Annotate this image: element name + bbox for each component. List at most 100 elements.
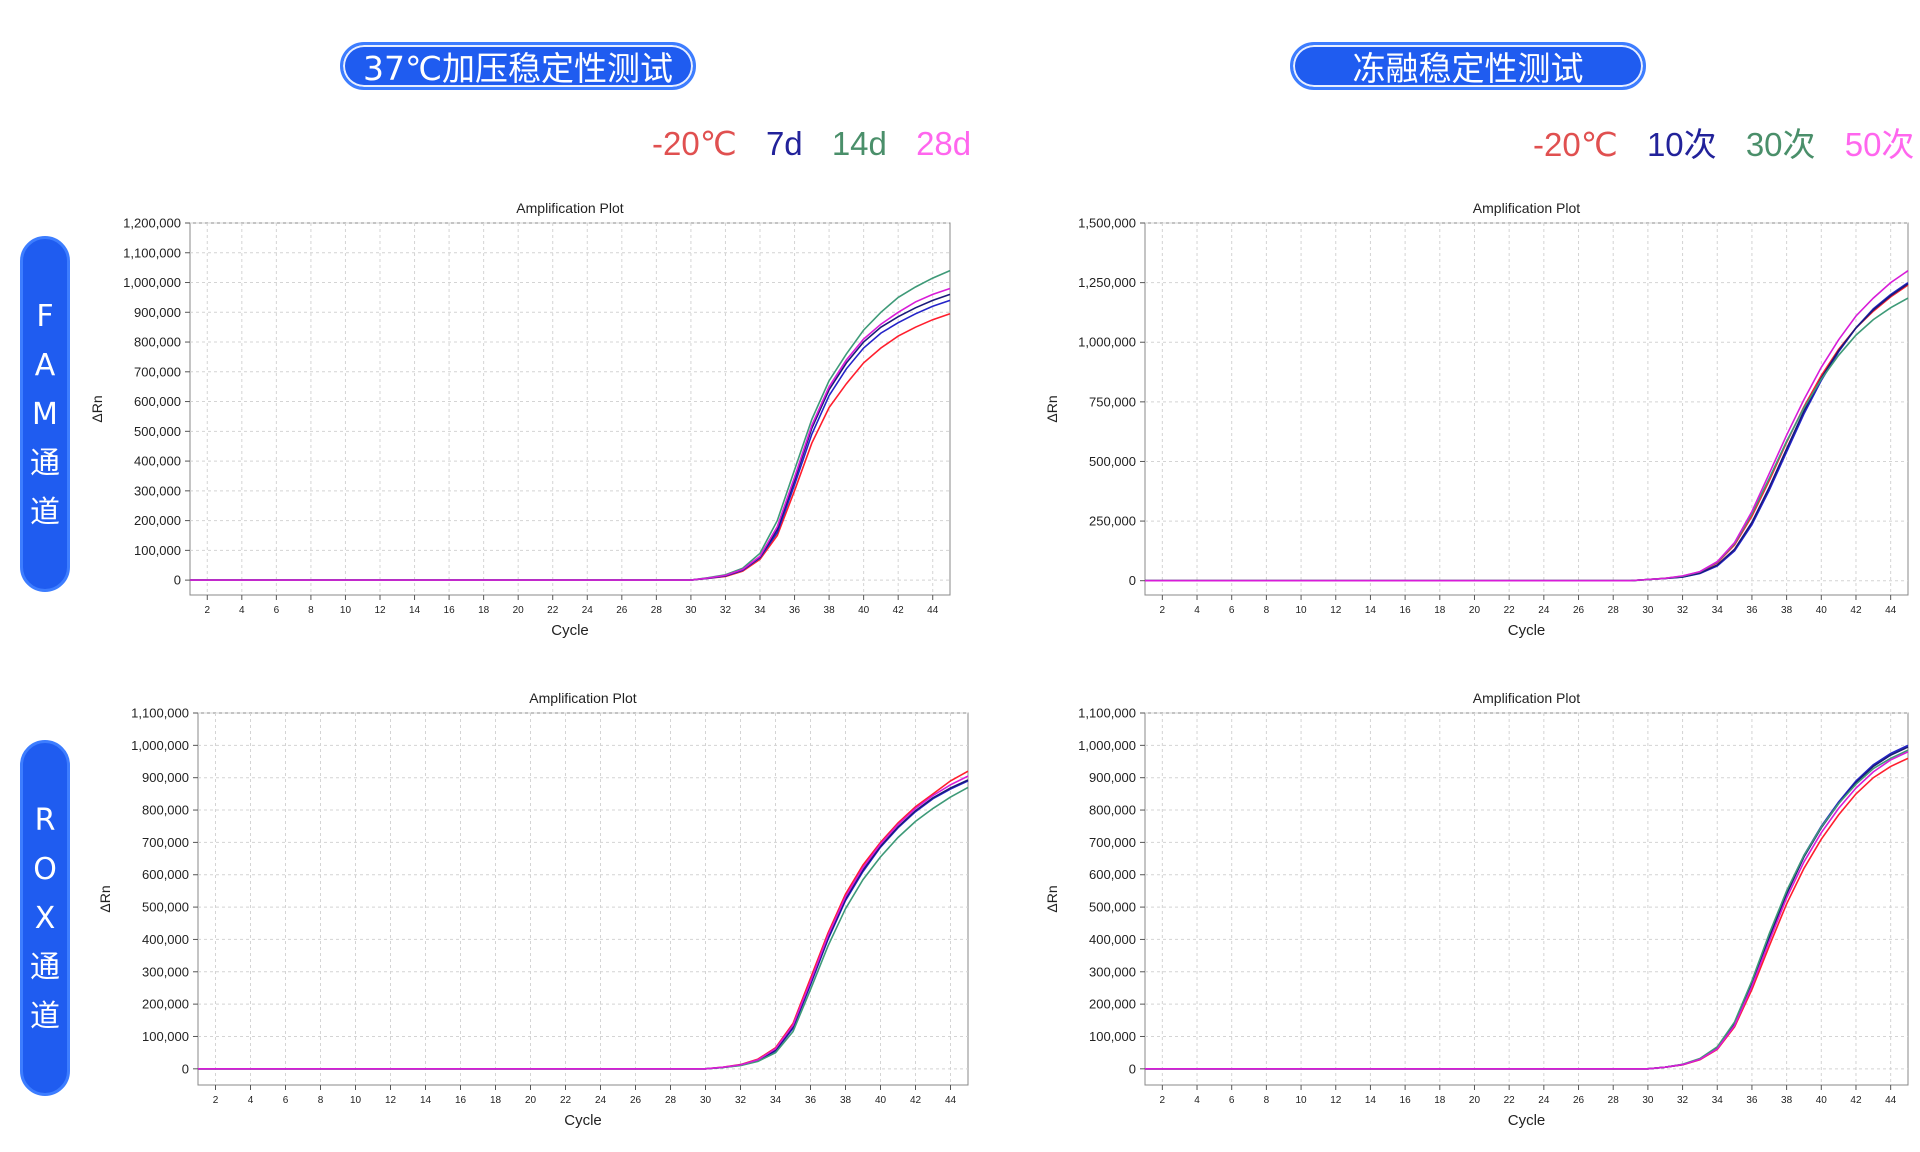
x-tick-label: 42 <box>1850 605 1862 616</box>
channel-char: 道 <box>30 494 60 530</box>
rox-channel-label: R O X 通 道 <box>20 740 70 1096</box>
channel-char: R <box>34 802 56 838</box>
x-tick-label: 24 <box>595 1095 607 1106</box>
x-tick-label: 34 <box>754 605 766 616</box>
y-tick-label: 800,000 <box>142 803 189 818</box>
x-tick-label: 24 <box>582 605 594 616</box>
x-tick-label: 10 <box>340 605 352 616</box>
x-tick-label: 8 <box>1264 605 1270 616</box>
x-tick-label: 28 <box>651 605 663 616</box>
x-tick-label: 2 <box>213 1095 219 1106</box>
x-tick-label: 16 <box>455 1095 467 1106</box>
y-tick-label: 600,000 <box>142 867 189 882</box>
y-axis-label: ΔRn <box>89 395 105 422</box>
channel-char: 通 <box>30 445 60 481</box>
x-tick-label: 38 <box>1781 605 1793 616</box>
y-tick-label: 600,000 <box>1089 867 1136 882</box>
x-tick-label: 28 <box>1608 1095 1620 1106</box>
x-tick-label: 20 <box>513 605 525 616</box>
x-tick-label: 4 <box>1194 1095 1200 1106</box>
y-tick-label: 1,200,000 <box>123 216 181 231</box>
legend-freeze-thaw: -20℃ 10次 30次 50次 <box>1533 118 1920 166</box>
x-tick-label: 16 <box>444 605 456 616</box>
y-tick-label: 1,100,000 <box>1078 706 1136 721</box>
y-tick-label: 250,000 <box>1089 514 1136 529</box>
y-tick-label: 200,000 <box>142 997 189 1012</box>
channel-char: F <box>36 298 54 334</box>
x-tick-label: 4 <box>248 1095 254 1106</box>
x-tick-label: 18 <box>1434 1095 1446 1106</box>
y-tick-label: 700,000 <box>142 835 189 850</box>
y-tick-label: 0 <box>182 1061 189 1076</box>
x-tick-label: 32 <box>1677 605 1689 616</box>
x-tick-label: 6 <box>274 605 280 616</box>
x-tick-label: 38 <box>840 1095 852 1106</box>
x-tick-label: 2 <box>204 605 210 616</box>
x-axis-label: Cycle <box>564 1112 602 1129</box>
y-tick-label: 0 <box>174 573 181 588</box>
y-tick-label: 500,000 <box>1089 900 1136 915</box>
x-tick-label: 18 <box>478 605 490 616</box>
y-tick-label: 900,000 <box>1089 770 1136 785</box>
x-tick-label: 44 <box>1885 605 1897 616</box>
legend-item: 30次 <box>1745 126 1816 163</box>
legend-item: 7d <box>765 125 803 162</box>
plot-frame <box>189 222 951 596</box>
x-tick-label: 16 <box>1400 1095 1412 1106</box>
test-title-freeze-thaw: 冻融稳定性测试 <box>1290 42 1646 90</box>
y-tick-label: 700,000 <box>134 364 181 379</box>
x-tick-label: 14 <box>420 1095 432 1106</box>
y-tick-label: 100,000 <box>1089 1029 1136 1044</box>
fam-freeze-amplification-chart: Amplification Plot 0 250,000 500,000 750,000… <box>1044 200 1909 639</box>
rox-freeze-amplification-chart: Amplification Plot 0 100,000 200,000 300,000… <box>1044 690 1909 1129</box>
y-tick-label: 400,000 <box>134 454 181 469</box>
chart-title: Amplification Plot <box>1473 200 1580 216</box>
y-tick-label: 200,000 <box>1089 997 1136 1012</box>
series-line <box>1145 270 1909 582</box>
plot-frame <box>1144 712 1909 1086</box>
x-tick-label: 32 <box>720 605 732 616</box>
x-tick-label: 4 <box>1194 605 1200 616</box>
x-axis-label: Cycle <box>1508 1112 1546 1129</box>
channel-char: A <box>34 347 56 383</box>
y-tick-label: 900,000 <box>134 305 181 320</box>
y-tick-label: 500,000 <box>134 424 181 439</box>
x-tick-label: 30 <box>1642 1095 1654 1106</box>
x-tick-label: 38 <box>824 605 836 616</box>
legend-item: -20℃ <box>1533 126 1618 163</box>
x-tick-label: 30 <box>685 605 697 616</box>
y-tick-label: 400,000 <box>142 932 189 947</box>
x-tick-label: 36 <box>805 1095 817 1106</box>
chart-title: Amplification Plot <box>516 200 623 216</box>
x-tick-label: 36 <box>789 605 801 616</box>
legend-item: 10次 <box>1646 126 1717 163</box>
x-tick-label: 40 <box>875 1095 887 1106</box>
x-tick-label: 30 <box>1642 605 1654 616</box>
x-tick-label: 20 <box>525 1095 537 1106</box>
x-tick-label: 12 <box>385 1095 397 1106</box>
y-tick-label: 0 <box>1129 1061 1136 1076</box>
x-tick-label: 8 <box>1264 1095 1270 1106</box>
channel-char: O <box>33 851 57 887</box>
y-tick-label: 1,250,000 <box>1078 275 1136 290</box>
test-title-37c: 37℃加压稳定性测试 <box>340 42 696 90</box>
x-axis-label: Cycle <box>551 622 589 639</box>
y-tick-label: 300,000 <box>142 964 189 979</box>
y-tick-label: 800,000 <box>134 335 181 350</box>
x-tick-label: 34 <box>1712 1095 1724 1106</box>
x-tick-label: 44 <box>1885 1095 1897 1106</box>
x-tick-label: 18 <box>1434 605 1446 616</box>
y-tick-label: 800,000 <box>1089 803 1136 818</box>
y-axis-label: ΔRn <box>97 885 113 912</box>
channel-char: X <box>34 900 56 936</box>
y-tick-label: 400,000 <box>1089 932 1136 947</box>
x-tick-label: 22 <box>560 1095 572 1106</box>
rox-37c-amplification-chart: Amplification Plot 0 100,000 200,000 300,000… <box>97 690 969 1129</box>
x-tick-label: 40 <box>858 605 870 616</box>
series-line <box>1145 751 1909 1070</box>
y-tick-label: 300,000 <box>1089 964 1136 979</box>
x-tick-label: 42 <box>910 1095 922 1106</box>
x-tick-label: 2 <box>1160 605 1166 616</box>
y-tick-label: 500,000 <box>142 900 189 915</box>
x-tick-label: 34 <box>1712 605 1724 616</box>
